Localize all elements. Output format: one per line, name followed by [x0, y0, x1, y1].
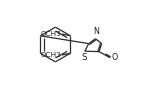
Text: N: N: [93, 28, 99, 36]
Text: O: O: [111, 53, 117, 62]
Text: OCH3: OCH3: [41, 31, 62, 37]
Text: S: S: [82, 53, 87, 62]
Text: OCH3: OCH3: [41, 52, 62, 58]
